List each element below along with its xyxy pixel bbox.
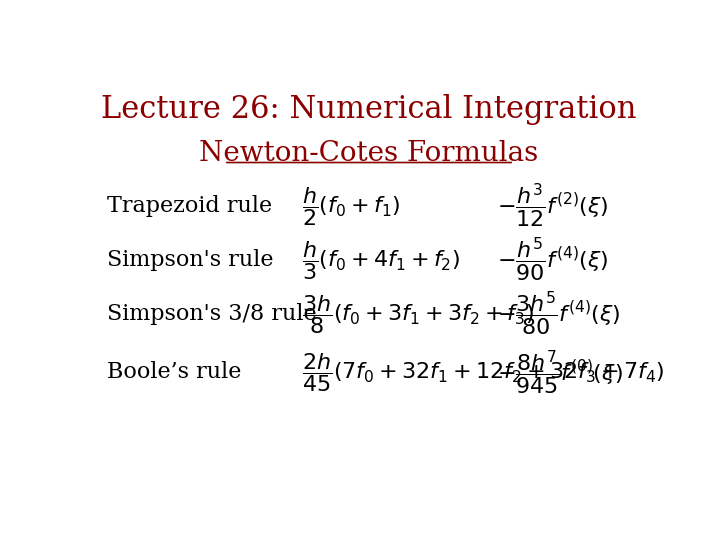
Text: $-\dfrac{h^3}{12} f^{(2)}(\xi)$: $-\dfrac{h^3}{12} f^{(2)}(\xi)$ xyxy=(498,182,609,230)
Text: Simpson's rule: Simpson's rule xyxy=(107,249,274,271)
Text: Simpson's 3/8 rule: Simpson's 3/8 rule xyxy=(107,303,316,325)
Text: $\dfrac{h}{2}(f_0 + f_1)$: $\dfrac{h}{2}(f_0 + f_1)$ xyxy=(302,185,400,228)
Text: Trapezoid rule: Trapezoid rule xyxy=(107,195,272,217)
Text: $-\dfrac{8h^7}{945} f^{(0)}(\xi)$: $-\dfrac{8h^7}{945} f^{(0)}(\xi)$ xyxy=(498,348,623,396)
Text: $-\dfrac{h^5}{90} f^{(4)}(\xi)$: $-\dfrac{h^5}{90} f^{(4)}(\xi)$ xyxy=(498,236,609,284)
Text: $\dfrac{h}{3}(f_0 + 4f_1 + f_2)$: $\dfrac{h}{3}(f_0 + 4f_1 + f_2)$ xyxy=(302,239,460,282)
Text: Newton-Cotes Formulas: Newton-Cotes Formulas xyxy=(199,140,539,167)
Text: $-\dfrac{3h^5}{80} f^{(4)}(\xi)$: $-\dfrac{3h^5}{80} f^{(4)}(\xi)$ xyxy=(498,290,621,339)
Text: Lecture 26: Numerical Integration: Lecture 26: Numerical Integration xyxy=(102,94,636,125)
Text: $\dfrac{2h}{45}(7f_0 + 32f_1 + 12f_2 + 32f_3 + 7f_4)$: $\dfrac{2h}{45}(7f_0 + 32f_1 + 12f_2 + 3… xyxy=(302,351,665,394)
Text: $\dfrac{3h}{8}(f_0 + 3f_1 + 3f_2 + f_3)$: $\dfrac{3h}{8}(f_0 + 3f_1 + 3f_2 + f_3)$ xyxy=(302,293,534,336)
Text: Boole’s rule: Boole’s rule xyxy=(107,361,241,383)
